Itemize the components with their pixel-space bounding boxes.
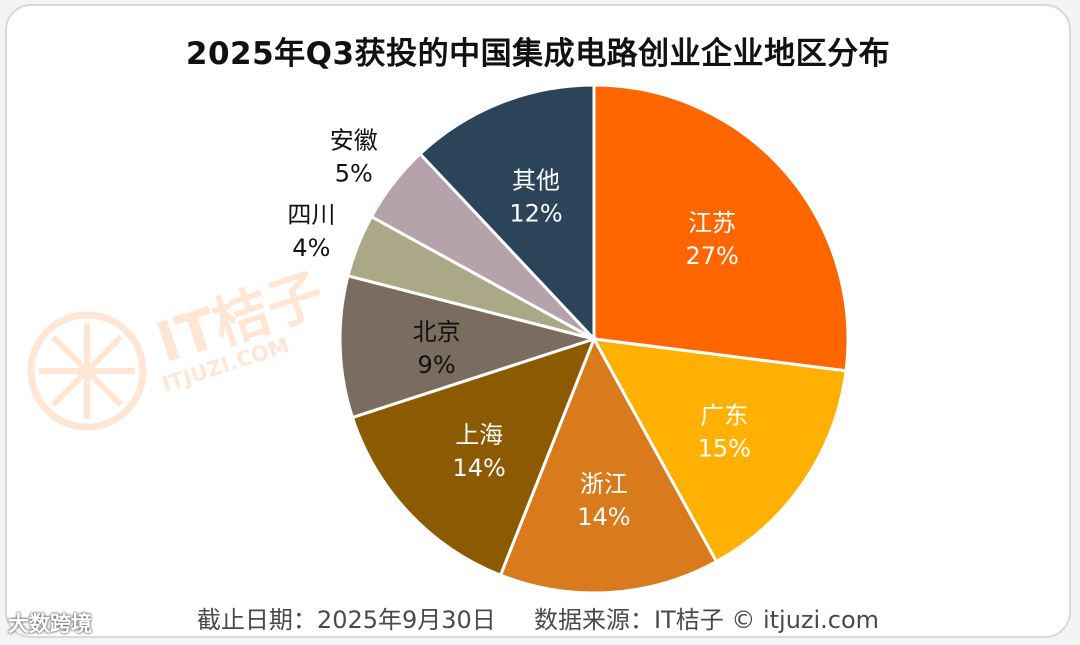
- slice-label-1: 广东 15%: [698, 402, 751, 463]
- chart-card: IT桔子 ITJUZI.COM 2025年Q3获投的中国集成电路创业企业地区分布…: [5, 4, 1071, 638]
- pie-slice-0: [592, 83, 850, 373]
- slice-label-5: 四川 4%: [287, 201, 335, 262]
- slice-category-0: 江苏: [688, 209, 736, 237]
- slice-value-3: 14%: [453, 454, 506, 482]
- slice-category-6: 安徽: [330, 127, 378, 155]
- slice-value-0: 27%: [685, 242, 738, 270]
- slice-label-2: 浙江 14%: [577, 470, 630, 531]
- slice-label-0: 江苏 27%: [685, 209, 738, 270]
- slice-value-6: 5%: [335, 160, 373, 188]
- slice-value-4: 9%: [418, 351, 456, 379]
- slice-label-3: 上海 14%: [453, 421, 506, 482]
- slice-category-5: 四川: [287, 201, 335, 229]
- slice-category-1: 广东: [700, 402, 748, 430]
- brand-watermark: 大数跨境: [8, 612, 92, 636]
- slice-value-2: 14%: [577, 503, 630, 531]
- footer-source: 截止日期：2025年9月30日 数据来源：IT桔子 © itjuzi.com: [196, 606, 880, 634]
- slice-label-7: 其他 12%: [509, 167, 562, 228]
- pie-slice-4: [338, 274, 600, 420]
- slice-value-1: 15%: [698, 435, 751, 463]
- slice-category-3: 上海: [455, 421, 503, 449]
- slice-category-2: 浙江: [580, 470, 628, 498]
- chart-title: 2025年Q3获投的中国集成电路创业企业地区分布: [185, 36, 891, 72]
- pie-chart: 江苏 27% 广东 15% 浙江 14% 上海 14% 北京 9% 四川 4% 安徽 5% 其他 12%: [287, 83, 850, 595]
- pie-slice-1: [591, 337, 848, 564]
- slice-label-6: 安徽 5%: [330, 127, 378, 188]
- slice-value-5: 4%: [292, 234, 330, 262]
- slice-label-4: 北京 9%: [413, 318, 461, 379]
- slice-category-7: 其他: [512, 167, 560, 195]
- slice-category-4: 北京: [413, 318, 461, 346]
- slice-value-7: 12%: [509, 200, 562, 228]
- pie-slice-2: [498, 335, 719, 595]
- pie-slice-7: [418, 83, 596, 343]
